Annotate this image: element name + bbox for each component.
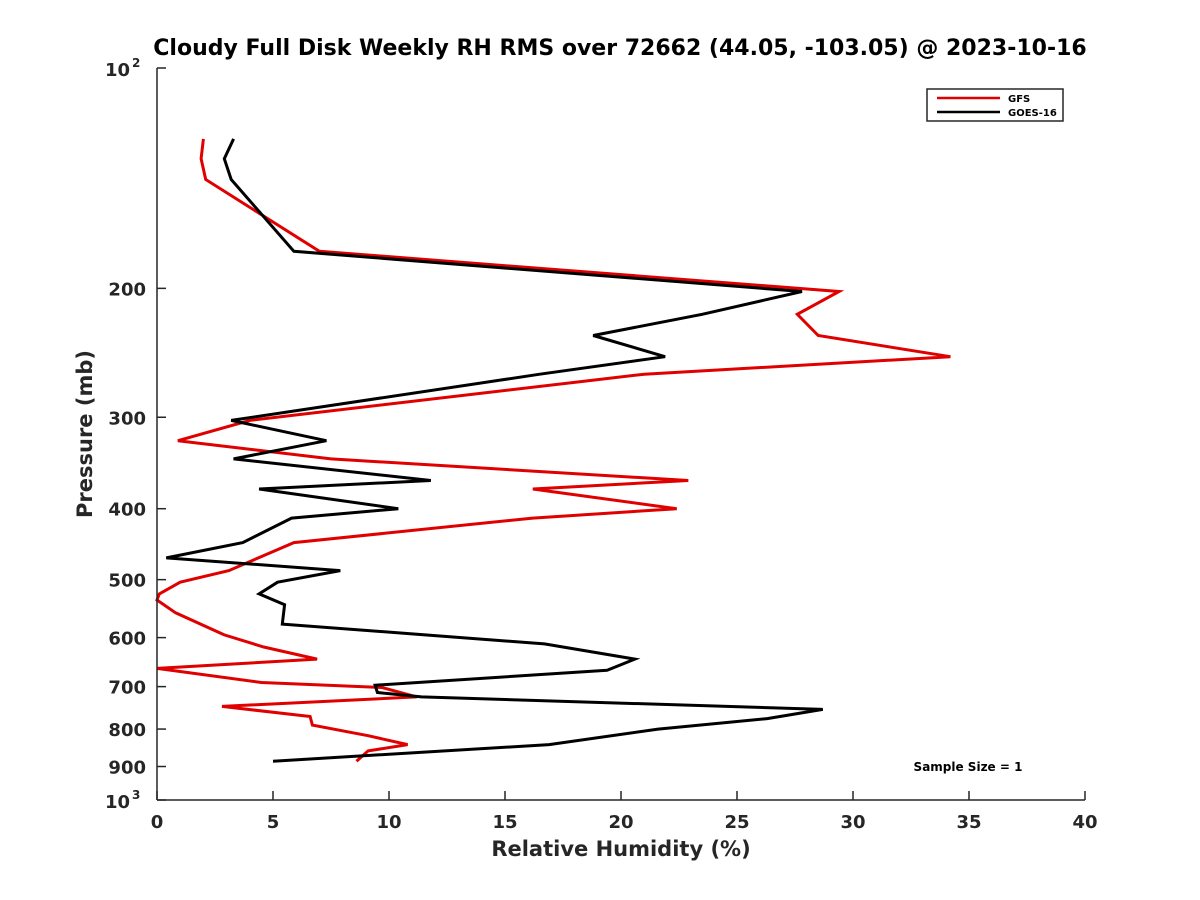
x-tick-label: 35 xyxy=(956,812,981,833)
x-tick-label: 25 xyxy=(724,812,749,833)
y-tick-label: 10 xyxy=(105,792,130,813)
y-tick-exponent: 2 xyxy=(132,56,140,70)
y-tick-label: 400 xyxy=(108,500,146,521)
series-line-goes-16 xyxy=(166,138,824,763)
chart-title: Cloudy Full Disk Weekly RH RMS over 7266… xyxy=(153,36,1086,61)
x-tick-label: 5 xyxy=(267,812,280,833)
x-tick-label: 0 xyxy=(151,812,164,833)
y-axis-label: Pressure (mb) xyxy=(73,350,97,518)
series-line-gfs xyxy=(155,138,951,763)
x-tick-label: 40 xyxy=(1072,812,1097,833)
y-tick-label: 700 xyxy=(108,678,146,699)
series-layer xyxy=(155,138,951,763)
y-tick-label: 200 xyxy=(108,279,146,300)
sample-size-annotation: Sample Size = 1 xyxy=(914,760,1023,774)
y-tick-label: 600 xyxy=(108,629,146,650)
y-tick-label: 900 xyxy=(108,758,146,779)
x-tick-label: 30 xyxy=(840,812,865,833)
y-tick-label: 300 xyxy=(108,408,146,429)
x-tick-label: 15 xyxy=(492,812,517,833)
y-tick-label: 800 xyxy=(108,720,146,741)
legend-label: GOES-16 xyxy=(1008,108,1057,119)
legend-entries: GFS GOES-16 xyxy=(937,94,1057,119)
y-tick-label: 10 xyxy=(105,60,130,81)
x-tick-label: 20 xyxy=(608,812,633,833)
legend-box xyxy=(926,88,1064,122)
x-ticks: 0 5 10 15 20 25 30 35 40 xyxy=(151,791,1098,833)
legend: GFS GOES-16 xyxy=(926,88,1064,122)
x-tick-label: 10 xyxy=(376,812,401,833)
x-axis-label: Relative Humidity (%) xyxy=(491,837,750,861)
legend-label: GFS xyxy=(1008,94,1030,105)
y-tick-label: 500 xyxy=(108,571,146,592)
y-tick-exponent: 3 xyxy=(132,788,140,802)
